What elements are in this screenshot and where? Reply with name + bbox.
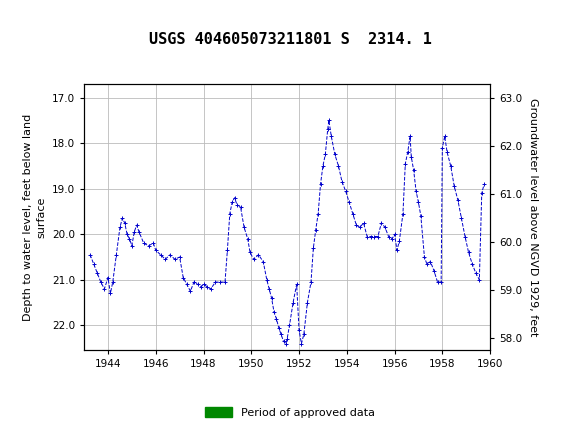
Text: USGS 404605073211801 S  2314. 1: USGS 404605073211801 S 2314. 1: [148, 32, 432, 47]
Y-axis label: Depth to water level, feet below land
surface: Depth to water level, feet below land su…: [23, 114, 46, 321]
Text: ≡USGS: ≡USGS: [3, 11, 57, 29]
Y-axis label: Groundwater level above NGVD 1929, feet: Groundwater level above NGVD 1929, feet: [528, 98, 538, 336]
Legend: Period of approved data: Period of approved data: [200, 403, 380, 422]
